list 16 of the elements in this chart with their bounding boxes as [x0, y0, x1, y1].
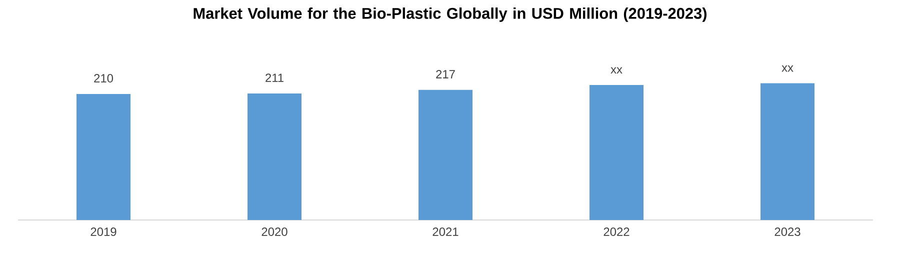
x-tick-label: 2023	[774, 228, 800, 236]
bar	[248, 93, 302, 220]
bar	[418, 90, 473, 220]
data-label: 211	[266, 74, 284, 82]
x-tick-label: 2020	[262, 228, 288, 236]
data-label: 217	[436, 70, 455, 78]
x-tick-label: 2019	[90, 228, 116, 236]
data-label: xx	[782, 65, 794, 72]
bar	[760, 83, 815, 220]
bar	[76, 94, 131, 220]
data-label: 210	[94, 74, 114, 83]
x-tick-label: 2022	[604, 228, 630, 236]
x-tick-label: 2021	[432, 228, 458, 236]
chart-title: Market Volume for the Bio-Plastic Globally in USD Million (2019-2023)	[194, 8, 707, 22]
bar	[590, 85, 644, 220]
data-label: xx	[610, 67, 622, 74]
